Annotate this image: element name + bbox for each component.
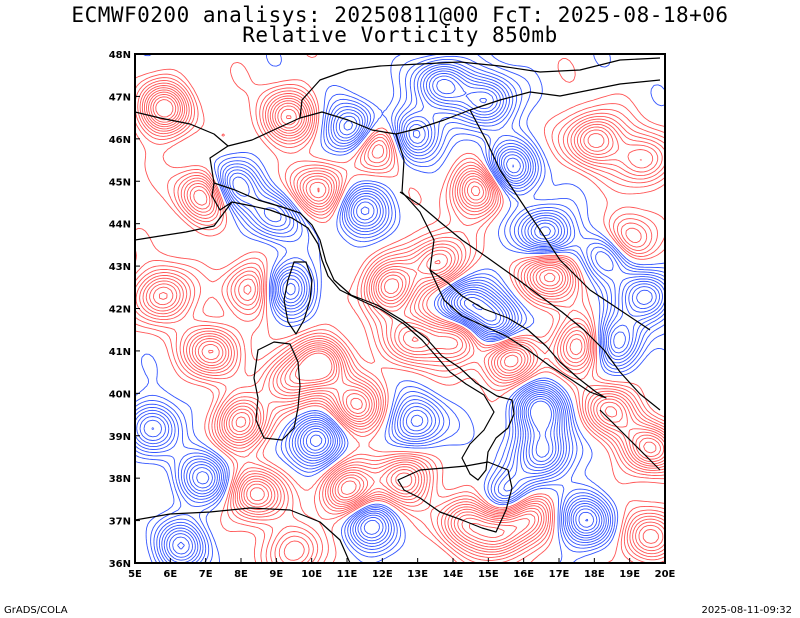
lat-tick-label: 44N xyxy=(109,220,131,231)
coastlines-and-borders xyxy=(135,57,661,563)
lat-tick-label: 39N xyxy=(109,432,131,443)
lat-tick-label: 45N xyxy=(109,177,131,188)
lon-tick-label: 10E xyxy=(301,569,322,580)
positive-vorticity-contour xyxy=(135,82,665,563)
lon-tick-label: 17E xyxy=(549,569,570,580)
lon-tick-label: 12E xyxy=(372,569,393,580)
lat-tick-label: 48N xyxy=(109,50,131,61)
positive-vorticity-contour xyxy=(135,73,665,563)
lat-tick-label: 40N xyxy=(109,389,131,400)
lon-tick-label: 11E xyxy=(337,569,358,580)
lon-tick-label: 19E xyxy=(619,569,640,580)
lat-tick-label: 46N xyxy=(109,135,131,146)
lon-tick-label: 6E xyxy=(163,569,177,580)
chart-title-line2: Relative Vorticity 850mb xyxy=(242,23,558,47)
lon-tick-label: 14E xyxy=(443,569,464,580)
lat-tick-label: 36N xyxy=(109,559,131,570)
chart-title-line1: ECMWF0200 analisys: 20250811@00 FcT: 202… xyxy=(71,3,729,27)
lat-tick-label: 42N xyxy=(109,305,131,316)
lon-tick-label: 16E xyxy=(513,569,534,580)
negative-vorticity-contour xyxy=(135,55,665,563)
lon-tick-label: 5E xyxy=(128,569,142,580)
lon-tick-label: 7E xyxy=(199,569,213,580)
positive-vorticity-contour xyxy=(135,54,665,563)
positive-vorticity-contour xyxy=(148,91,665,548)
lat-tick-label: 41N xyxy=(109,347,131,358)
latitude-axis: 36N 37N 38N 39N 40N 41N 42N 43N 44N 45N 46N 47N 48N xyxy=(109,50,140,570)
lat-tick-label: 43N xyxy=(109,262,131,273)
lon-tick-label: 15E xyxy=(478,569,499,580)
positive-vorticity-contour xyxy=(150,93,665,545)
lon-tick-label: 18E xyxy=(584,569,605,580)
lat-tick-label: 38N xyxy=(109,474,131,485)
lon-tick-label: 9E xyxy=(269,569,283,580)
footer-software-label: GrADS/COLA xyxy=(4,605,68,616)
vorticity-contours xyxy=(135,54,665,563)
positive-vorticity-contour xyxy=(135,77,665,563)
negative-vorticity-contour xyxy=(151,72,657,555)
lat-tick-label: 47N xyxy=(109,92,131,103)
negative-vorticity-contour xyxy=(436,79,589,522)
positive-vorticity-contour xyxy=(135,80,665,563)
footer-timestamp: 2025-08-11-09:32 xyxy=(701,605,792,616)
negative-vorticity-contour xyxy=(177,75,653,550)
lon-tick-label: 20E xyxy=(655,569,676,580)
negative-vorticity-contour xyxy=(135,63,665,563)
positive-vorticity-contour xyxy=(145,89,665,551)
positive-vorticity-contour xyxy=(155,99,657,539)
negative-vorticity-contour xyxy=(139,68,663,561)
longitude-axis: 5E 6E 7E 8E 9E 10E 11E 12E 13E 14E 15E 16E 17E 18E 19E… xyxy=(128,558,676,580)
negative-vorticity-contour xyxy=(136,66,665,563)
lon-tick-label: 13E xyxy=(407,569,428,580)
lat-tick-label: 37N xyxy=(109,517,131,528)
negative-vorticity-contour xyxy=(135,61,665,563)
negative-vorticity-contour xyxy=(135,54,665,563)
lon-tick-label: 8E xyxy=(234,569,248,580)
